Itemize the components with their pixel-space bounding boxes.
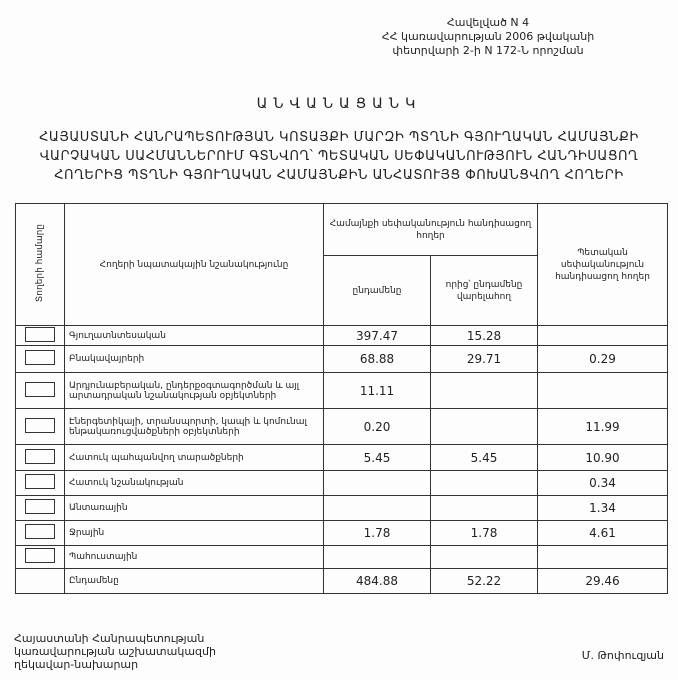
header-purpose: Հողերի նպատակային նշանակությունը [64, 203, 324, 326]
row-number-box [25, 548, 55, 563]
row-of-which: 1.78 [430, 520, 538, 546]
header-community: Համայնքի սեփականություն հանդիսացող հողեր [323, 203, 538, 256]
row-total: 11.11 [323, 372, 431, 409]
header-of-which: որից՝ ընդամենը վարելահող [430, 255, 538, 326]
row-state: 1.34 [537, 495, 668, 521]
document-heading: ԱՆՎԱՆԱՑԱՆԿ [256, 96, 422, 112]
row-of-which [430, 545, 538, 569]
row-label: Ջրային [64, 520, 324, 546]
row-of-which [430, 470, 538, 496]
row-number-cell [15, 470, 65, 496]
row-total: 68.88 [323, 345, 431, 373]
row-number-box [25, 350, 55, 365]
row-state [537, 372, 668, 409]
row-number-box [25, 381, 55, 397]
row-number-cell [15, 345, 65, 373]
row-label: Արդյունաբերական, ընդերքօգտագործման և այլ… [64, 372, 324, 409]
row-total [323, 545, 431, 569]
row-total [323, 495, 431, 521]
header-state: Պետական սեփականություն հանդիսացող հողեր [537, 203, 668, 326]
row-state: 11.99 [537, 408, 668, 445]
table-row: Էներգետիկայի, տրանսպորտի, կապի և կոմունա… [15, 408, 668, 445]
row-state: 10.90 [537, 444, 668, 471]
row-label: Գյուղատնտեսական [64, 325, 324, 346]
row-label: Հատուկ պահպանվող տարածքների [64, 444, 324, 471]
row-label: Բնակավայրերի [64, 345, 324, 373]
table-row: Ջրային 1.78 1.78 4.61 [15, 520, 668, 546]
table-row: Հատուկ նշանակության 0.34 [15, 470, 668, 496]
row-total [323, 470, 431, 496]
row-number-cell [15, 520, 65, 546]
row-of-which: 29.71 [430, 345, 538, 373]
row-total: 1.78 [323, 520, 431, 546]
row-label: Անտառային [64, 495, 324, 521]
land-table: Տողերի համարը Հողերի նպատակային նշանակու… [15, 203, 668, 594]
row-state [537, 545, 668, 569]
totals-total: 484.88 [323, 568, 431, 594]
row-of-which [430, 408, 538, 445]
row-number-cell [15, 408, 65, 445]
row-label: Հատուկ նշանակության [64, 470, 324, 496]
annex-line: Հավելված N 4 [446, 16, 530, 29]
row-of-which: 5.45 [430, 444, 538, 471]
row-label: Էներգետիկայի, տրանսպորտի, կապի և կոմունա… [64, 408, 324, 445]
row-total: 0.20 [323, 408, 431, 445]
row-total: 397.47 [323, 325, 431, 346]
totals-label: Ընդամենը [64, 568, 324, 594]
table-row: Բնակավայրերի 68.88 29.71 0.29 [15, 345, 668, 373]
table-row: Հատուկ պահպանվող տարածքների 5.45 5.45 10… [15, 444, 668, 471]
position-line: ղեկավար-նախարար [14, 658, 139, 671]
signatory-name: Մ. Թոփուզյան [581, 649, 664, 662]
row-number-cell [15, 545, 65, 569]
row-number-cell [15, 495, 65, 521]
signatory-position: Հայաստանի Հանրապետության կառավարության ա… [14, 632, 216, 671]
position-line: Հայաստանի Հանրապետության [14, 632, 205, 645]
row-state [537, 325, 668, 346]
totals-state: 29.46 [537, 568, 668, 594]
table-row: Պահուստային [15, 545, 668, 569]
row-label: Պահուստային [64, 545, 324, 569]
row-of-which: 15.28 [430, 325, 538, 346]
title-line: ՀԱՅԱՍՏԱՆԻ ՀԱՆՐԱՊԵՏՈՒԹՅԱՆ ԿՈՏԱՅՔԻ ՄԱՐԶԻ Պ… [39, 130, 639, 145]
row-number-cell [15, 372, 65, 409]
row-number-box [25, 326, 55, 342]
header-total: ընդամենը [323, 255, 431, 326]
table-row: Անտառային 1.34 [15, 495, 668, 521]
totals-of-which: 52.22 [430, 568, 538, 594]
row-state: 0.34 [537, 470, 668, 496]
document-title: ՀԱՅԱՍՏԱՆԻ ՀԱՆՐԱՊԵՏՈՒԹՅԱՆ ԿՈՏԱՅՔԻ ՄԱՐԶԻ Պ… [10, 128, 668, 185]
table-row: Գյուղատնտեսական 397.47 15.28 [15, 325, 668, 346]
title-line: ՎԱՐՉԱԿԱՆ ՍԱՀՄԱՆՆԵՐՈՒՄ ԳՏՆՎՈՂ՝ ՊԵՏԱԿԱՆ ՍԵ… [39, 149, 639, 164]
table-row: Արդյունաբերական, ընդերքօգտագործման և այլ… [15, 372, 668, 409]
annex-line: ՀՀ կառավարության 2006 թվականի [381, 30, 595, 43]
row-state: 0.29 [537, 345, 668, 373]
row-number-box [25, 524, 55, 539]
row-of-which [430, 372, 538, 409]
row-total: 5.45 [323, 444, 431, 471]
row-number-cell [15, 444, 65, 471]
header-row-number: Տողերի համարը [15, 203, 65, 326]
row-number-box [25, 499, 55, 514]
position-line: կառավարության աշխատակազմի [14, 645, 216, 658]
annex-line: փետրվարի 2-ի N 172-Ն որոշման [392, 44, 584, 57]
row-state: 4.61 [537, 520, 668, 546]
row-number-cell [15, 325, 65, 346]
row-number-box [25, 448, 55, 464]
annex-note: Հավելված N 4 ՀՀ կառավարության 2006 թվակա… [358, 16, 618, 58]
row-of-which [430, 495, 538, 521]
row-number-box [25, 474, 55, 489]
title-line: ՀՈՂԵՐԻՑ ՊՏՂՆԻ ԳՅՈՒՂԱԿԱՆ ՀԱՄԱՅՆՔԻՆ ԱՆՀԱՏՈ… [54, 168, 624, 183]
row-number-box [25, 417, 55, 433]
totals-row: Ընդամենը 484.88 52.22 29.46 [15, 568, 668, 594]
